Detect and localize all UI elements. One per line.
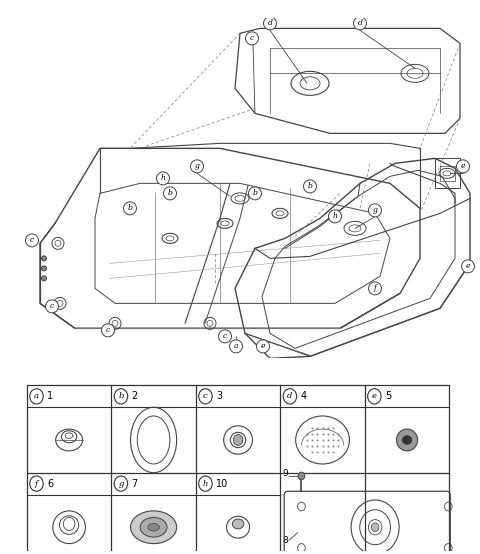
Circle shape — [229, 340, 242, 353]
Circle shape — [353, 17, 367, 30]
Circle shape — [372, 523, 379, 532]
Circle shape — [328, 210, 341, 223]
Text: b: b — [308, 182, 312, 191]
Text: c: c — [50, 302, 54, 310]
Circle shape — [41, 266, 47, 271]
Text: h: h — [203, 480, 208, 488]
Circle shape — [164, 187, 177, 200]
Circle shape — [368, 389, 381, 404]
Circle shape — [123, 202, 136, 215]
Text: d: d — [358, 19, 362, 27]
Text: f: f — [35, 480, 38, 488]
Circle shape — [303, 180, 316, 193]
Circle shape — [264, 17, 276, 30]
Text: b: b — [128, 204, 132, 212]
Circle shape — [25, 234, 38, 247]
Text: 2: 2 — [132, 391, 138, 401]
Circle shape — [283, 389, 297, 404]
Ellipse shape — [232, 519, 244, 529]
Circle shape — [41, 276, 47, 281]
Text: c: c — [223, 332, 227, 340]
Circle shape — [233, 434, 243, 445]
Circle shape — [114, 476, 128, 491]
Text: g: g — [118, 480, 124, 488]
Text: f: f — [373, 284, 376, 293]
Ellipse shape — [140, 517, 167, 537]
Circle shape — [369, 282, 382, 295]
Ellipse shape — [402, 435, 412, 444]
Circle shape — [199, 476, 212, 491]
Text: b: b — [118, 392, 124, 401]
Text: 6: 6 — [47, 479, 53, 489]
Text: 3: 3 — [216, 391, 222, 401]
Circle shape — [245, 32, 259, 45]
Circle shape — [101, 324, 115, 337]
Circle shape — [30, 476, 43, 491]
Text: c: c — [106, 326, 110, 335]
Text: a: a — [234, 342, 238, 350]
Text: d: d — [267, 19, 273, 27]
Circle shape — [461, 260, 475, 273]
Circle shape — [298, 472, 305, 480]
Circle shape — [114, 389, 128, 404]
Text: b: b — [252, 189, 257, 197]
Text: c: c — [250, 34, 254, 42]
Text: 4: 4 — [300, 391, 307, 401]
Text: 10: 10 — [216, 479, 228, 489]
Text: 5: 5 — [385, 391, 391, 401]
Circle shape — [456, 160, 469, 173]
Text: e: e — [372, 392, 377, 401]
Circle shape — [156, 172, 169, 185]
Text: 7: 7 — [132, 479, 138, 489]
Ellipse shape — [131, 511, 177, 543]
Circle shape — [256, 340, 269, 353]
Circle shape — [369, 204, 382, 217]
Text: c: c — [30, 237, 34, 244]
Ellipse shape — [396, 429, 418, 451]
Text: b: b — [168, 189, 172, 197]
Circle shape — [199, 389, 212, 404]
Text: g: g — [194, 162, 199, 171]
Text: 9: 9 — [282, 469, 288, 478]
Text: 8: 8 — [282, 536, 288, 545]
Text: h: h — [333, 212, 337, 220]
Text: e: e — [461, 162, 465, 171]
Text: g: g — [372, 206, 377, 214]
Circle shape — [30, 389, 43, 404]
Text: e: e — [466, 263, 470, 270]
Circle shape — [249, 187, 262, 200]
Text: 1: 1 — [47, 391, 53, 401]
Ellipse shape — [148, 524, 159, 531]
Circle shape — [218, 330, 231, 343]
Text: c: c — [203, 392, 208, 401]
Circle shape — [46, 300, 59, 313]
Text: h: h — [161, 175, 166, 182]
Text: d: d — [287, 392, 293, 401]
Circle shape — [191, 160, 204, 173]
Circle shape — [41, 256, 47, 261]
Text: e: e — [261, 342, 265, 350]
Text: a: a — [34, 392, 39, 401]
